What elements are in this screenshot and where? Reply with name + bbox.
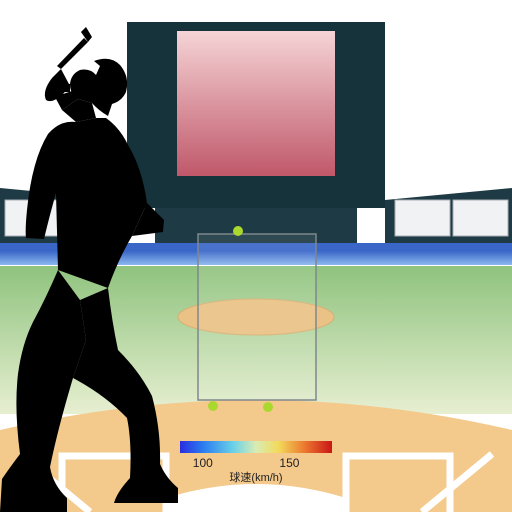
- stadium-svg: 100 150球速(km/h): [0, 0, 512, 512]
- legend-tick: 150: [279, 456, 299, 470]
- speed-legend-bar: [180, 441, 332, 453]
- pitch-location-diagram: 100 150球速(km/h): [0, 0, 512, 512]
- legend-axis-label: 球速(km/h): [229, 470, 282, 484]
- strike-zone: [198, 234, 316, 400]
- scoreboard-screen: [177, 31, 335, 176]
- stand-window: [453, 200, 508, 236]
- pitch-dot: [208, 401, 218, 411]
- stand-window: [395, 200, 450, 236]
- legend-tick: 100: [193, 456, 213, 470]
- pitch-dot: [263, 402, 273, 412]
- pitch-dot: [233, 226, 243, 236]
